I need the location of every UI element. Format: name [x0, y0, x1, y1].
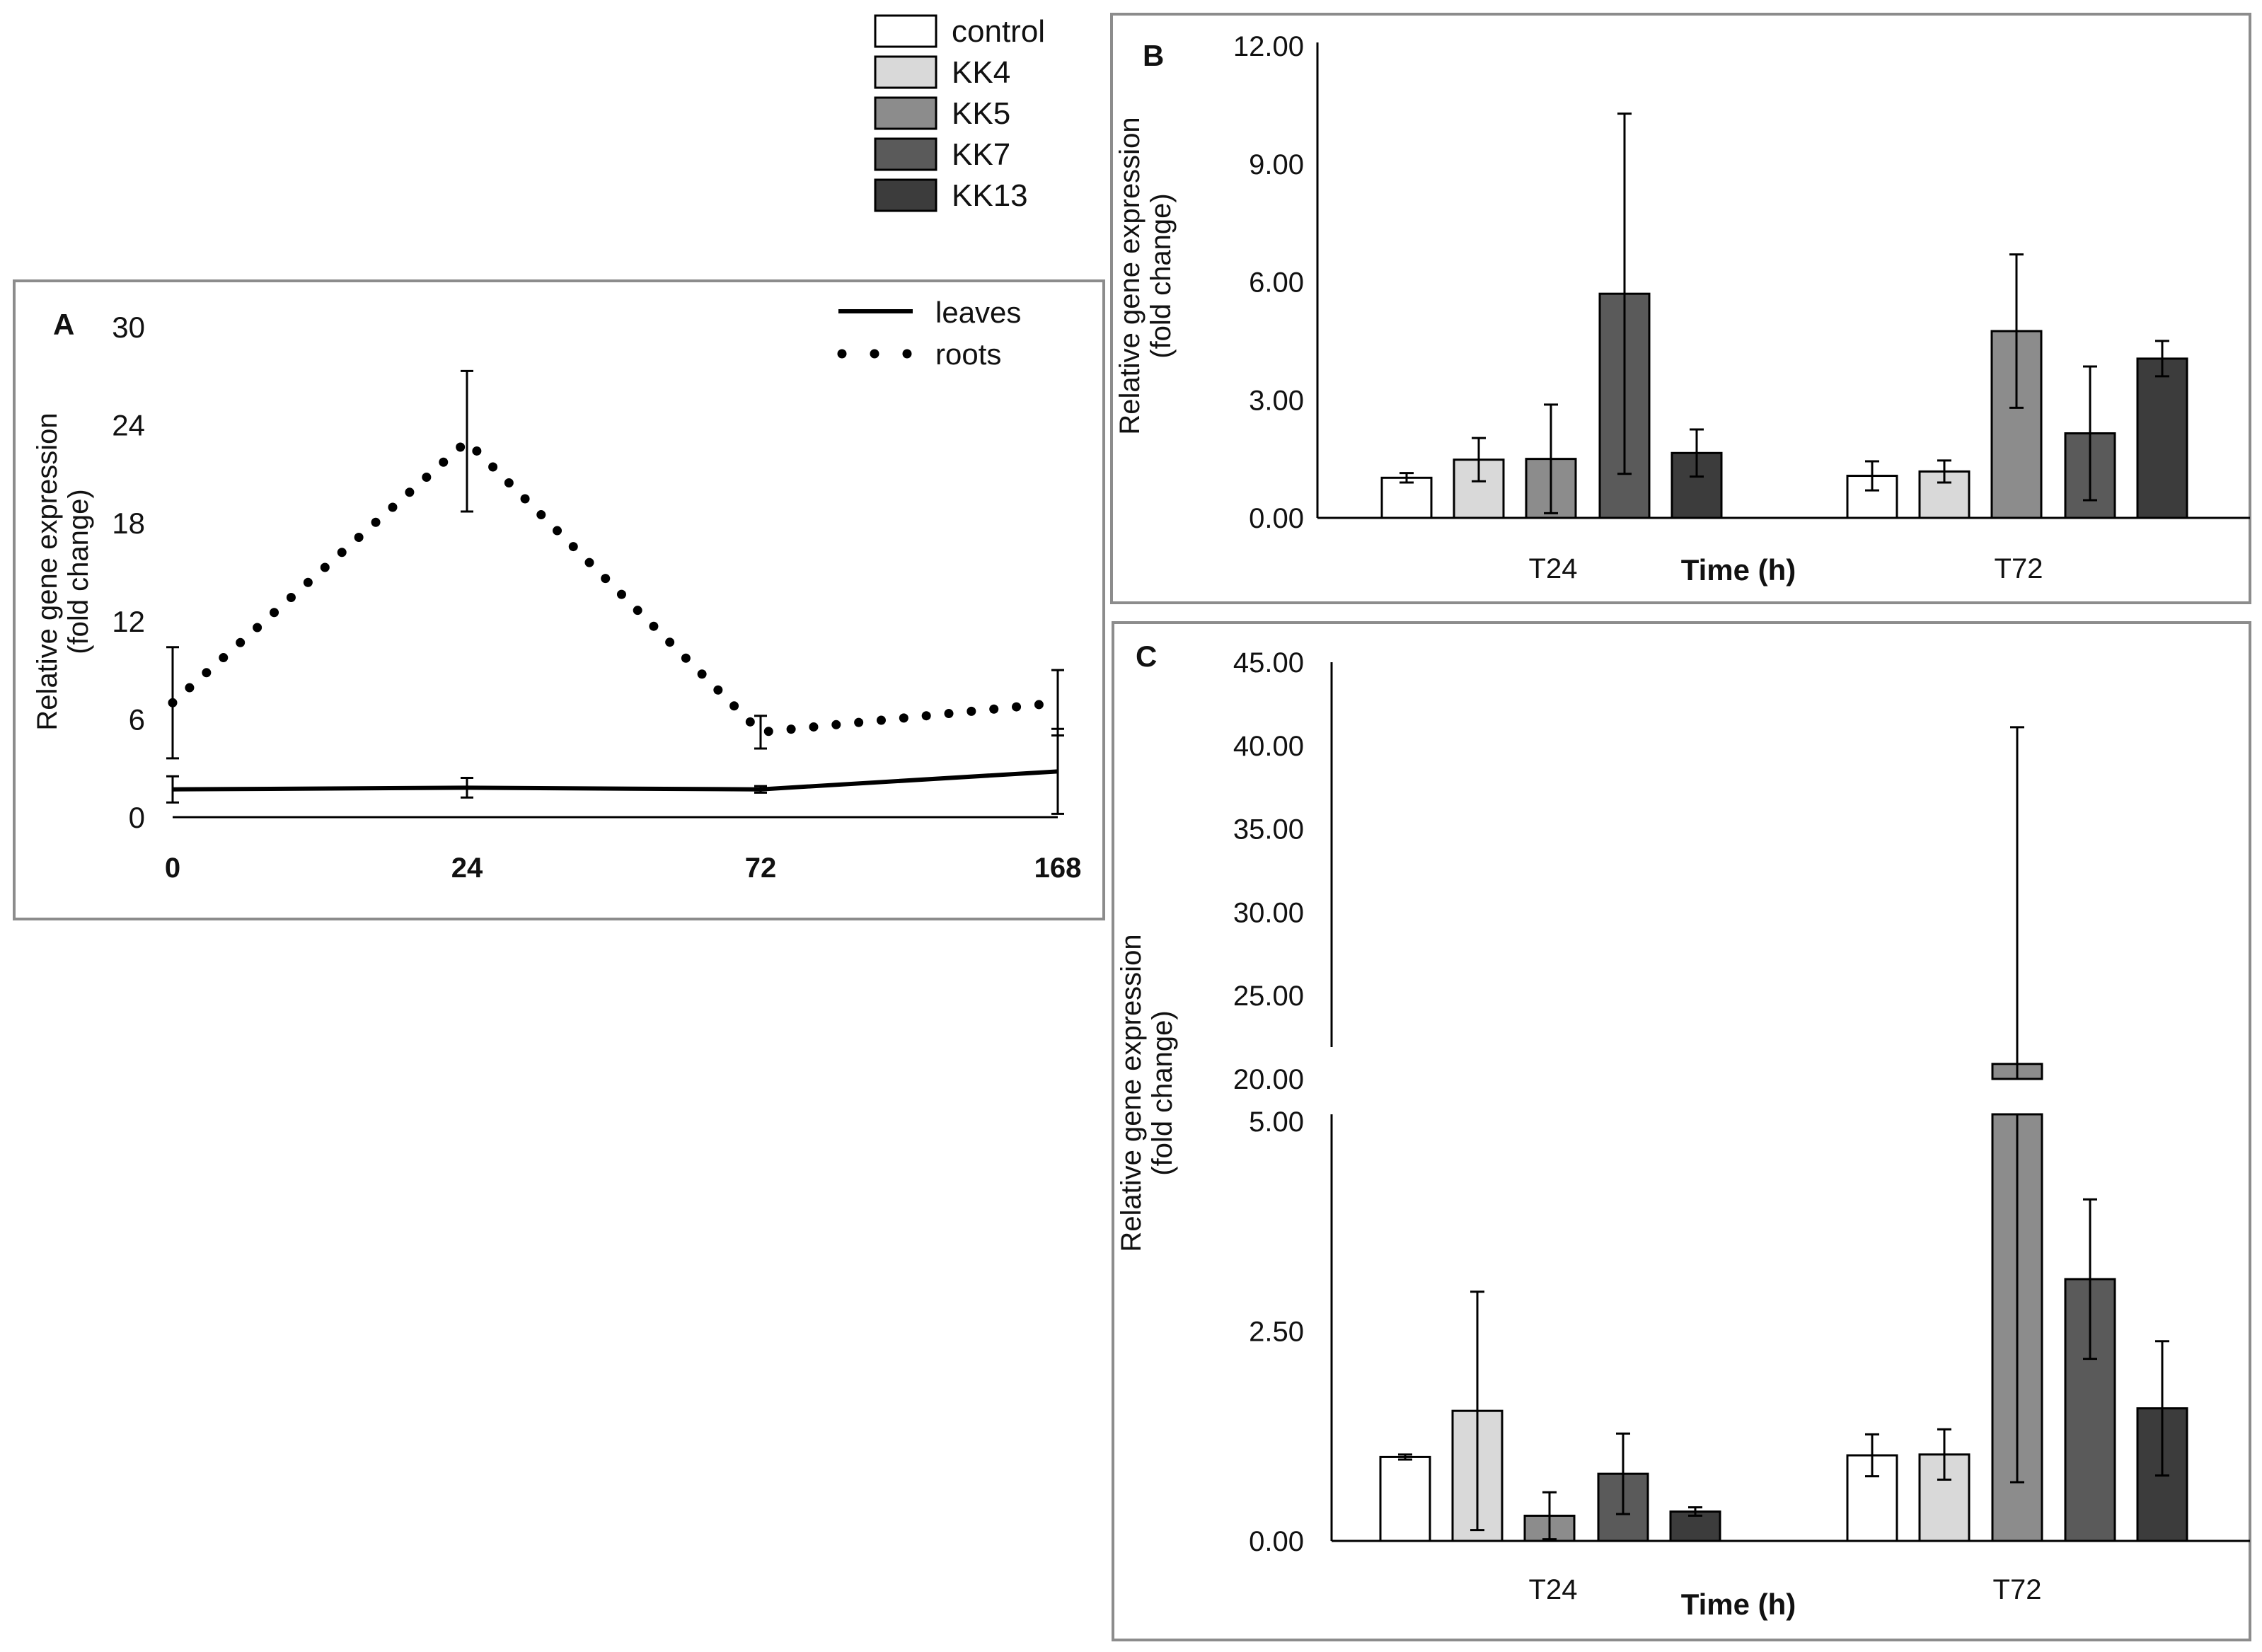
panel-a-x-tick: 24 [451, 853, 483, 884]
panel-c-error-bar [1688, 1506, 1702, 1517]
panel-b-y-tick: 3.00 [1249, 385, 1304, 416]
panel-c-y-tick-lower: 2.50 [1249, 1317, 1304, 1348]
panel-c-category-label: T24 [1529, 1574, 1578, 1605]
panel-c-y-tick-upper: 30.00 [1233, 897, 1304, 928]
panel-c-y-tick-lower: 5.00 [1249, 1107, 1304, 1138]
panel-a-error-bar [166, 646, 179, 760]
panel-a-series-roots [168, 434, 1063, 737]
panel-c: C 0.00 2.50 5.00 20.00 25.00 30.00 35.00 40.00 4… [1112, 621, 2251, 1641]
panel-c-y-tick-upper: 35.00 [1233, 814, 1304, 845]
panel-c-x-label: Time (h) [1681, 1588, 1796, 1621]
panel-a-x-tick: 72 [745, 853, 777, 884]
panel-a-error-bar [1051, 669, 1064, 737]
panel-c-y-tick-lower: 0.00 [1249, 1526, 1304, 1557]
panel-c-error-bar [2010, 1114, 2024, 1484]
panel-c-error-bar [1937, 1428, 1951, 1481]
legend-swatch-KK5 [874, 96, 937, 130]
panel-a-error-bar [461, 369, 473, 513]
legend-swatch-KK7 [874, 137, 937, 171]
legend-label-KK5: KK5 [952, 96, 1010, 131]
panel-a-series-leaves [172, 769, 1058, 792]
panel-c-error-bar [2083, 1198, 2097, 1361]
panel-b-bar-KK13 [2136, 357, 2188, 519]
panel-b-category-label: T72 [1995, 553, 2043, 584]
panel-a-error-bar [754, 785, 767, 794]
panel-b-error-bar [1400, 472, 1414, 484]
panel-c-error-bar [1398, 1453, 1412, 1461]
panel-b-x-label: Time (h) [1681, 553, 1796, 587]
panel-b-y-label-line1: Relative gene expression [1114, 117, 1146, 434]
panel-c-error-bar [2010, 726, 2024, 1079]
legend-swatch-KK4 [874, 55, 937, 89]
panel-a-y-tick: 18 [112, 507, 145, 540]
panel-c-bar-KK7 [2064, 1278, 2116, 1542]
panel-a-legend-label-roots: roots [935, 337, 1001, 371]
legend-label-KK13: KK13 [952, 178, 1028, 213]
panel-c-error-bar [1616, 1432, 1630, 1515]
panel-b-error-bar [1544, 403, 1558, 514]
panel-b-frame [1110, 13, 2251, 604]
panel-b-error-bar [1472, 437, 1486, 483]
panel-b-error-bar [2155, 340, 2169, 378]
legend-label-control: control [952, 14, 1045, 49]
panel-b-error-bar [1865, 460, 1879, 492]
panel-c-y-tick-upper: 25.00 [1233, 981, 1304, 1012]
panel-c-error-bar [1470, 1290, 1484, 1532]
panel-c-frame [1112, 621, 2251, 1641]
panel-b-y-label-line2: (fold change) [1146, 193, 1177, 358]
panel-b-y-tick: 6.00 [1249, 267, 1304, 299]
panel-a-x-tick: 168 [1034, 853, 1082, 884]
panel-a-error-bar [754, 715, 767, 750]
panel-a-frame [13, 279, 1105, 920]
panel-b-error-bar [1690, 428, 1704, 478]
legend-label-KK7: KK7 [952, 137, 1010, 172]
panel-c-y-tick-upper: 40.00 [1233, 731, 1304, 762]
panel-b-error-bar [2009, 253, 2024, 409]
panel-a-letter: A [53, 308, 74, 341]
panel-a-y-label-line1: Relative gene expression [32, 412, 63, 730]
panel-c-bar-control [1379, 1455, 1431, 1542]
panel-b-category-label: T24 [1529, 553, 1578, 584]
legend-swatch-control [874, 14, 937, 48]
panel-a-y-tick: 30 [112, 311, 145, 344]
legend-swatch-KK13 [874, 178, 937, 212]
panel-b-error-bar [2083, 365, 2097, 502]
panel-b-error-bar [1617, 112, 1632, 475]
panel-c-y-label-line2: (fold change) [1147, 1010, 1178, 1175]
panel-b-bar-control [1380, 476, 1433, 519]
panel-c-y-label-line1: Relative gene expression [1116, 934, 1147, 1252]
panel-a-y-label-line2: (fold change) [63, 489, 94, 654]
panel-b-letter: B [1143, 39, 1164, 72]
panel-b-y-tick: 0.00 [1249, 503, 1304, 534]
panel-c-error-bar [2155, 1340, 2169, 1477]
panel-a-x-tick: 0 [165, 853, 180, 884]
panel-b-y-tick: 12.00 [1233, 31, 1304, 62]
legend-label-KK4: KK4 [952, 55, 1010, 90]
panel-a-y-tick: 0 [129, 801, 145, 834]
panel-c-bar-KK7 [1597, 1472, 1649, 1542]
panel-a-error-bar [461, 777, 473, 799]
panel-c-error-bar [1542, 1491, 1557, 1541]
panel-c-category-label: T72 [1993, 1574, 2042, 1605]
panel-a-legend-label-leaves: leaves [935, 296, 1021, 329]
panel-b-error-bar [1937, 459, 1951, 484]
panel-c-letter: C [1136, 640, 1157, 673]
panel-c-error-bar [1865, 1433, 1879, 1478]
panel-b-y-tick: 9.00 [1249, 149, 1304, 180]
panel-a-error-bar [166, 775, 179, 804]
panel-a-y-tick: 12 [112, 605, 145, 638]
panel-a-y-tick: 6 [129, 703, 145, 736]
panel-a-y-tick: 24 [112, 409, 145, 442]
panel-b: B 0.00 3.00 6.00 9.00 12.00 Relative gene exp… [1110, 13, 2251, 604]
panel-c-y-tick-upper: 20.00 [1233, 1064, 1304, 1095]
panel-c-y-tick-upper: 45.00 [1233, 647, 1304, 678]
panel-a: A 0 6 12 18 24 30 0 24 72 168 Relative gene expres… [13, 279, 1105, 920]
bar-legend: control KK4 KK5 KK7 KK13 [874, 14, 1045, 213]
